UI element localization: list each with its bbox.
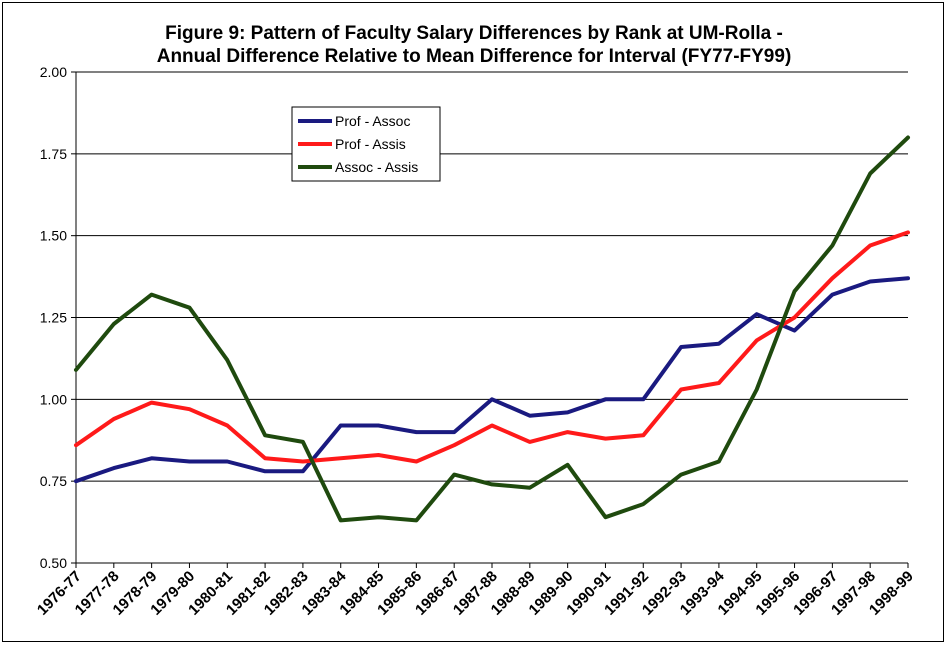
series-line	[74, 276, 910, 484]
legend: Prof - Assoc Prof - Assis Assoc - Assis	[291, 106, 441, 182]
legend-label: Prof - Assis	[335, 136, 406, 152]
chart-title-line-1: Figure 9: Pattern of Faculty Salary Diff…	[165, 23, 783, 44]
y-tick-label: 0.75	[40, 473, 67, 489]
y-tick-label: 1.50	[40, 228, 67, 244]
y-tick-label: 1.00	[40, 391, 67, 407]
chart-title: Figure 9: Pattern of Faculty Salary Diff…	[0, 22, 948, 68]
series-line	[74, 230, 910, 464]
y-tick-label: 0.50	[40, 555, 67, 571]
y-tick-label: 1.75	[40, 146, 67, 162]
x-axis-ticks: 1976-771977-781978-791979-801980-811981-…	[34, 563, 917, 619]
y-axis-ticks: 0.50 0.75 1.00 1.25 1.50 1.75 2.00	[40, 64, 76, 571]
series-line	[74, 135, 910, 523]
series-lines	[74, 135, 910, 523]
y-tick-label: 2.00	[40, 64, 67, 80]
legend-label: Assoc - Assis	[335, 159, 418, 175]
chart-title-line-2: Annual Difference Relative to Mean Diffe…	[156, 46, 792, 67]
legend-label: Prof - Assoc	[335, 113, 410, 129]
y-tick-label: 1.25	[40, 310, 67, 326]
